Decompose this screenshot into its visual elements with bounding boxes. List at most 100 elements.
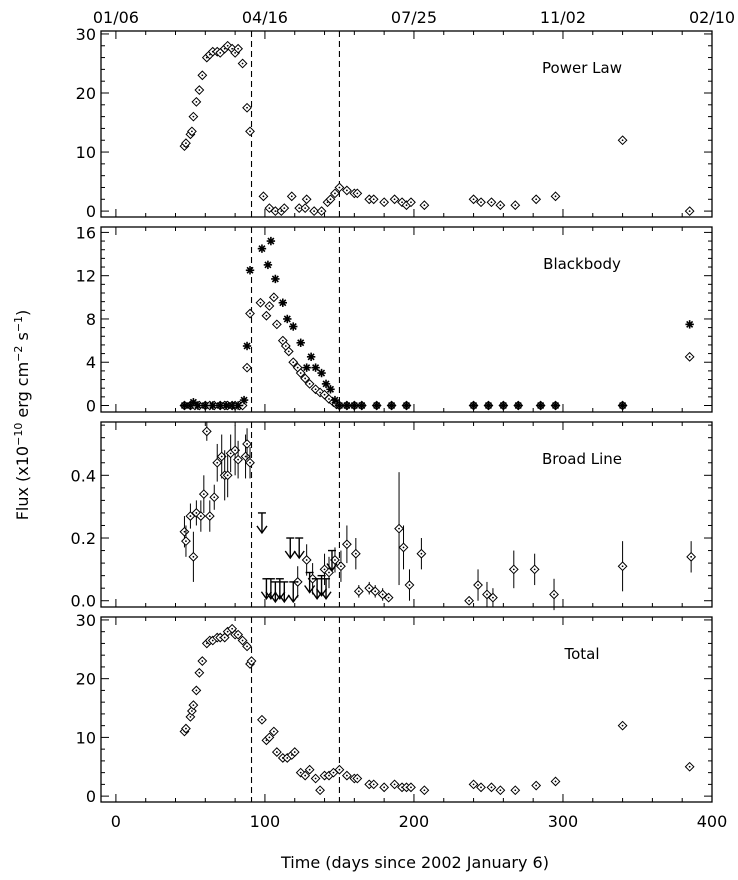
star-stroke	[619, 401, 627, 410]
panel-frame	[100, 616, 713, 803]
data-point-center	[226, 44, 229, 47]
data-point-center	[296, 366, 299, 369]
data-point-center	[304, 377, 307, 380]
data-point-star	[302, 363, 311, 372]
y-tick-label: 10	[76, 728, 96, 747]
data-point-center	[490, 201, 493, 204]
data-point-center	[512, 568, 515, 571]
data-point-center	[246, 106, 248, 109]
y-axis-title-exponent: −1	[12, 316, 25, 332]
data-point-center	[356, 192, 359, 195]
y-tick-label: 0.2	[71, 529, 96, 548]
data-point-star	[257, 244, 267, 253]
upper-limit-arrow	[256, 512, 268, 535]
star-stroke	[267, 237, 275, 245]
data-point-center	[201, 74, 204, 77]
data-point-center	[249, 312, 251, 315]
data-point-center	[410, 201, 412, 204]
star-stroke	[373, 401, 381, 410]
data-point-center	[533, 568, 536, 571]
data-point-center	[237, 633, 240, 636]
star-stroke	[297, 339, 305, 347]
data-point-center	[195, 100, 198, 103]
data-point-center	[292, 361, 295, 364]
star-stroke	[228, 401, 236, 410]
star-stroke	[283, 315, 291, 323]
data-point-center	[308, 768, 311, 771]
x-tick-label: 300	[548, 812, 579, 831]
star-stroke	[289, 322, 297, 331]
data-point-center	[472, 198, 475, 201]
panel-frame	[100, 30, 713, 218]
data-point-center	[293, 751, 296, 753]
y-tick-label: 0	[86, 397, 96, 416]
y-tick-label: 0	[86, 787, 96, 806]
data-point-center	[290, 754, 293, 756]
data-point-center	[223, 636, 226, 639]
data-point-center	[311, 577, 314, 580]
data-point-center	[401, 201, 403, 204]
top-date-label: 01/06	[93, 8, 139, 27]
star-stroke	[350, 401, 358, 410]
data-point-center	[332, 771, 335, 774]
data-point-center	[299, 372, 302, 374]
data-point-star	[245, 266, 255, 275]
arrow-head	[326, 563, 338, 572]
data-point-center	[319, 789, 321, 792]
x-tick-label: 200	[399, 812, 430, 831]
data-point-star	[242, 341, 252, 351]
data-point-star	[201, 401, 210, 410]
y-tick-label: 8	[86, 310, 96, 329]
data-point-center	[499, 204, 502, 207]
star-stroke	[537, 401, 545, 410]
data-point-center	[246, 645, 248, 648]
star-stroke	[243, 342, 251, 350]
y-axis-title-part: erg cm	[13, 362, 32, 423]
top-date-axis: 01/06 04/16 07/25 11/02 02/10	[93, 8, 735, 27]
data-point-center	[334, 559, 336, 561]
data-point-center	[553, 593, 555, 596]
data-point-center	[241, 62, 244, 65]
data-point-center	[319, 391, 321, 394]
star-stroke	[514, 401, 522, 410]
data-point-center	[368, 587, 371, 590]
star-stroke	[234, 401, 242, 410]
star-stroke	[240, 396, 248, 404]
data-point-center	[199, 515, 202, 517]
star-stroke	[246, 266, 254, 274]
data-point-center	[374, 590, 377, 593]
data-point-star	[514, 401, 523, 410]
y-axis-title-part: Flux (x10	[13, 446, 32, 520]
data-point-star	[306, 352, 316, 362]
data-point-center	[621, 139, 624, 142]
data-point-center	[265, 314, 268, 317]
data-point-center	[185, 727, 187, 730]
arrow-head	[293, 550, 305, 560]
arrow-head	[260, 591, 272, 600]
data-point-star	[357, 401, 366, 410]
data-point-center	[688, 765, 691, 768]
star-stroke	[264, 261, 272, 269]
data-point-center	[554, 780, 557, 783]
data-point-star	[193, 401, 203, 410]
data-point-star	[499, 401, 508, 410]
data-point-center	[468, 599, 470, 602]
data-point-center	[381, 593, 384, 596]
star-stroke	[358, 401, 366, 410]
data-point-center	[690, 555, 693, 558]
data-point-center	[402, 546, 405, 549]
data-point-center	[486, 593, 488, 596]
data-point-center	[423, 789, 426, 792]
data-point-center	[272, 730, 275, 733]
y-tick-label: 12	[76, 267, 96, 286]
data-point-center	[261, 718, 263, 721]
y-axis-title-exponent: −10	[12, 423, 25, 446]
top-date-label: 04/16	[242, 8, 288, 27]
y-tick-label: 0.4	[71, 466, 96, 485]
upper-limit-arrow	[293, 537, 305, 560]
y-tick-label: 30	[76, 611, 96, 630]
data-point-star	[208, 401, 217, 410]
data-point-center	[323, 393, 326, 396]
data-point-star	[296, 338, 305, 347]
star-stroke	[499, 401, 507, 410]
